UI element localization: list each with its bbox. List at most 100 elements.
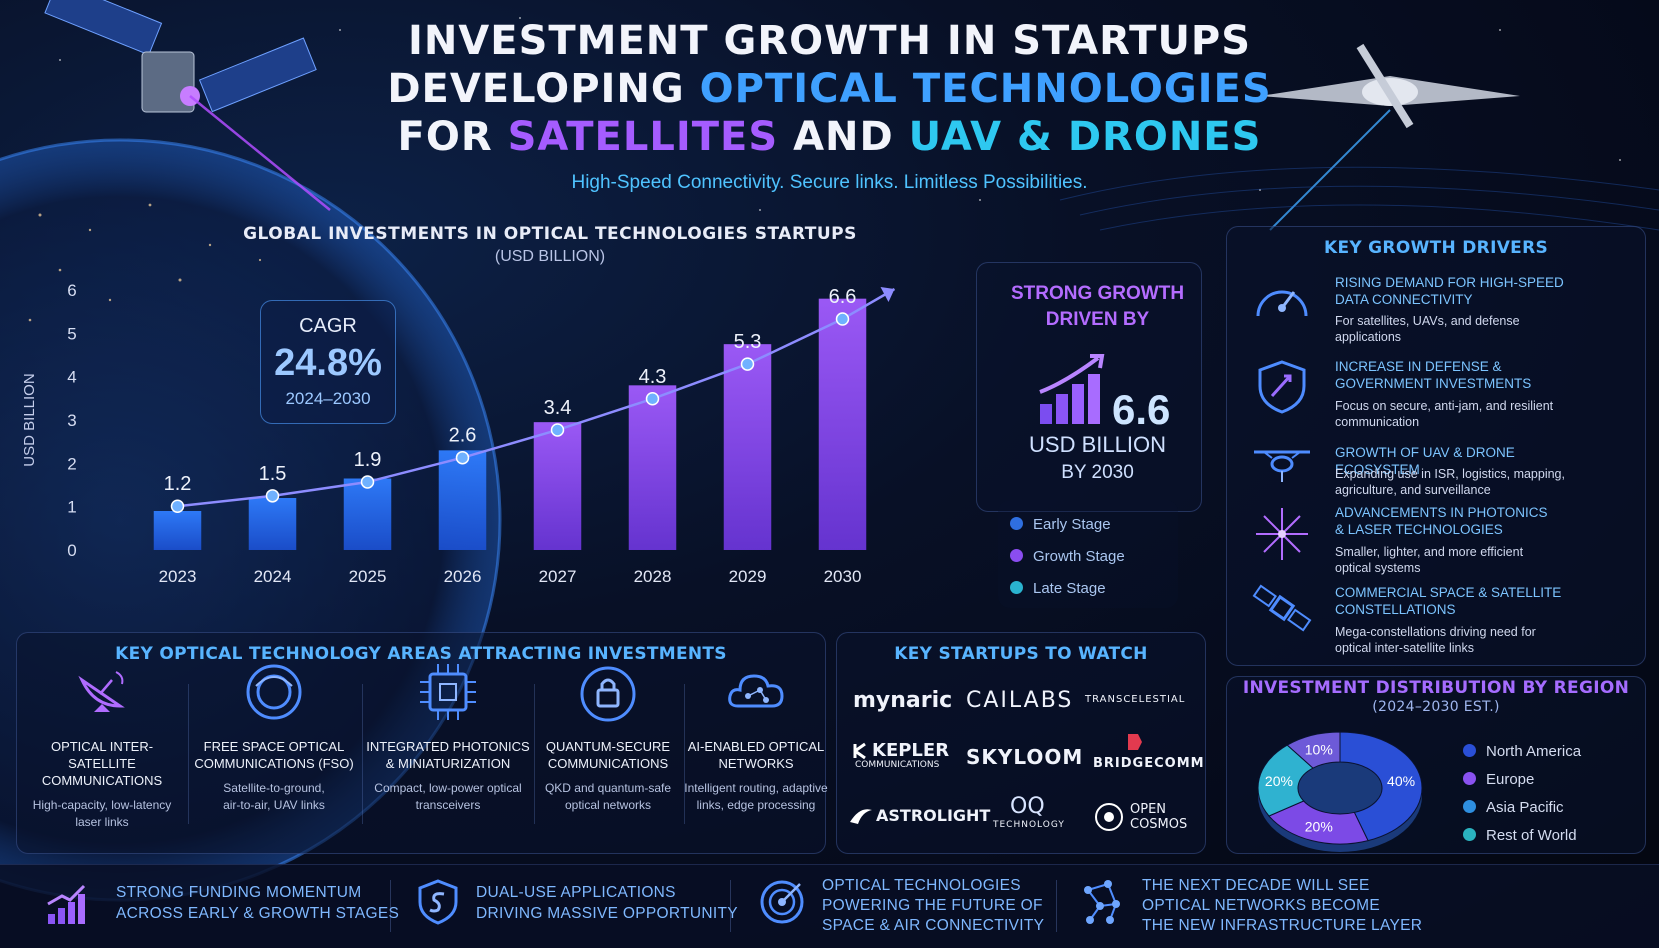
driver-desc-2: Focus on secure, anti-jam, and resilient… (1335, 398, 1595, 430)
bar-2026 (438, 450, 487, 550)
bar-2028 (628, 385, 677, 550)
divider (390, 880, 391, 932)
legend-early-stage: Early Stage (1010, 516, 1111, 533)
tech-title-line: AI-ENABLED OPTICAL (687, 739, 825, 754)
tech-title-line: & MINIATURIZATION (385, 756, 511, 771)
logo-kepler-sub: COMMUNICATIONS (855, 760, 940, 770)
satellite-icon (1252, 584, 1312, 632)
driver-title-1: RISING DEMAND FOR HIGH-SPEED DATA CONNECT… (1335, 274, 1595, 308)
title-highlight-uav: UAV & DRONES (908, 114, 1262, 160)
tech-title-line: INTEGRATED PHOTONICS (366, 739, 530, 754)
astrolight-logo-icon (850, 809, 872, 824)
driver-desc-4: Smaller, lighter, and more efficient opti… (1335, 544, 1595, 576)
tech-title-line: NETWORKS (718, 756, 794, 771)
x-tick-label: 2025 (349, 567, 387, 586)
bottom-text-line: STRONG FUNDING MOMENTUM (116, 884, 362, 901)
cloud-network-icon (728, 674, 784, 708)
tech-title: KEY OPTICAL TECHNOLOGY AREAS ATTRACTING … (115, 644, 727, 664)
network-nodes-icon (1084, 880, 1120, 924)
region-legend-asia-pacific: Asia Pacific (1463, 799, 1564, 816)
data-label: 4.3 (639, 366, 667, 388)
bottom-text-line: DRIVING MASSIVE OPPORTUNITY (476, 905, 738, 922)
tech-desc-line: Compact, low-power optical (374, 781, 522, 795)
tech-desc-line: QKD and quantum-safe (544, 781, 672, 795)
region-subtitle: (2024–2030 EST.) (1372, 699, 1500, 715)
legend-label: Early Stage (1033, 516, 1111, 533)
tech-item-inter-satellite: OPTICAL INTER-SATELLITE COMMUNICATIONS Hi… (18, 660, 186, 831)
chart-subtitle: (USD BILLION) (494, 248, 606, 265)
growth-unit: USD BILLION (1029, 432, 1166, 457)
bar-2027 (533, 422, 582, 550)
trend-point (360, 475, 375, 489)
driver-title-line: INCREASE IN DEFENSE & (1335, 359, 1502, 374)
bottom-text-line: THE NEXT DECADE WILL SEE (1142, 877, 1370, 894)
bottom-bar (0, 864, 1659, 948)
tech-title-line: OPTICAL INTER-SATELLITE (50, 739, 154, 771)
bar-2029 (723, 344, 772, 550)
tech-item-title: AI-ENABLED OPTICAL NETWORKS (672, 738, 840, 772)
data-label: 1.2 (164, 473, 192, 495)
legend-dot (1463, 828, 1476, 841)
tech-item-desc: High-capacity, low-latency laser links (18, 797, 186, 831)
tech-item-desc: Satellite-to-ground, air-to-air, UAV link… (190, 780, 358, 814)
bottom-text-line: POWERING THE FUTURE OF (822, 897, 1043, 914)
data-label: 5.3 (734, 331, 762, 353)
cagr-label: CAGR (299, 315, 357, 337)
bar-2024 (248, 498, 297, 550)
title-highlight-optical: OPTICAL TECHNOLOGIES (699, 66, 1272, 112)
driver-desc-line: optical inter-satellite links (1335, 641, 1474, 655)
growth-title-1: STRONG GROWTH (1010, 283, 1185, 304)
open-cosmos-logo-icon (1095, 803, 1123, 831)
trend-point (550, 423, 565, 437)
stage-legend (998, 500, 1178, 608)
title-text: FOR (397, 114, 508, 160)
region-legend-europe: Europe (1463, 771, 1534, 788)
tech-title-line: COMMUNICATIONS (547, 756, 669, 771)
region-legend-north-america: North America (1463, 743, 1581, 760)
bottom-item-2: DUAL-USE APPLICATIONS DRIVING MASSIVE OPP… (476, 882, 738, 924)
tech-item-title: OPTICAL INTER-SATELLITE COMMUNICATIONS (18, 738, 186, 789)
trend-point (740, 357, 755, 371)
bottom-text-line: ACROSS EARLY & GROWTH STAGES (116, 905, 400, 922)
tech-title-line: COMMUNICATIONS (FSO) (194, 756, 354, 771)
driver-title-line: CONSTELLATIONS (1335, 602, 1456, 617)
legend-dot (1010, 581, 1023, 594)
x-tick-label: 2024 (254, 567, 292, 586)
bar-2025 (343, 478, 392, 550)
title-text: DEVELOPING (387, 66, 700, 112)
tech-desc-line: transceivers (415, 798, 481, 812)
laser-burst-icon (1256, 508, 1308, 560)
tech-item-ai-networks: AI-ENABLED OPTICAL NETWORKS Intelligent r… (672, 660, 840, 814)
x-tick-label: 2028 (634, 567, 672, 586)
driver-title-line: ADVANCEMENTS IN PHOTONICS (1335, 505, 1548, 520)
region-legend-rest-of-world: Rest of World (1463, 827, 1577, 844)
chart-title: GLOBAL INVESTMENTS IN OPTICAL TECHNOLOGI… (243, 224, 857, 244)
logo-kepler: KEPLER (872, 740, 950, 761)
legend-label: North America (1486, 743, 1582, 760)
driver-desc-line: optical systems (1335, 561, 1421, 575)
bottom-item-1: STRONG FUNDING MOMENTUM ACROSS EARLY & GR… (116, 882, 399, 924)
tech-item-desc: Compact, low-power optical transceivers (364, 780, 532, 814)
y-tick-label: 5 (67, 324, 76, 343)
data-label: 6.6 (829, 286, 857, 308)
data-label: 1.9 (354, 449, 382, 471)
divider (188, 684, 189, 824)
tech-desc-line: High-capacity, low-latency (32, 798, 172, 812)
driver-desc-line: Focus on secure, anti-jam, and resilient (1335, 399, 1554, 413)
rings-icon (246, 664, 302, 720)
cagr-box: CAGR 24.8% 2024–2030 (260, 300, 396, 424)
driver-title-2: INCREASE IN DEFENSE & GOVERNMENT INVESTME… (1335, 358, 1595, 392)
target-icon (760, 880, 804, 924)
driver-title-5: COMMERCIAL SPACE & SATELLITE CONSTELLATIO… (1335, 584, 1595, 618)
legend-late-stage: Late Stage (1010, 580, 1106, 597)
y-tick-label: 0 (67, 541, 76, 560)
divider (1056, 880, 1057, 932)
trend-point (835, 312, 850, 326)
shield-icon (1258, 360, 1306, 414)
donut-slice-label: 40% (1387, 773, 1415, 789)
bottom-text-line: OPTICAL TECHNOLOGIES (822, 877, 1021, 894)
x-tick-label: 2029 (729, 567, 767, 586)
drone-icon (1254, 450, 1310, 482)
tech-item-quantum: QUANTUM-SECURE COMMUNICATIONS QKD and qua… (524, 660, 692, 814)
logo-transcelestial: TRANSCELESTIAL (1085, 694, 1186, 705)
